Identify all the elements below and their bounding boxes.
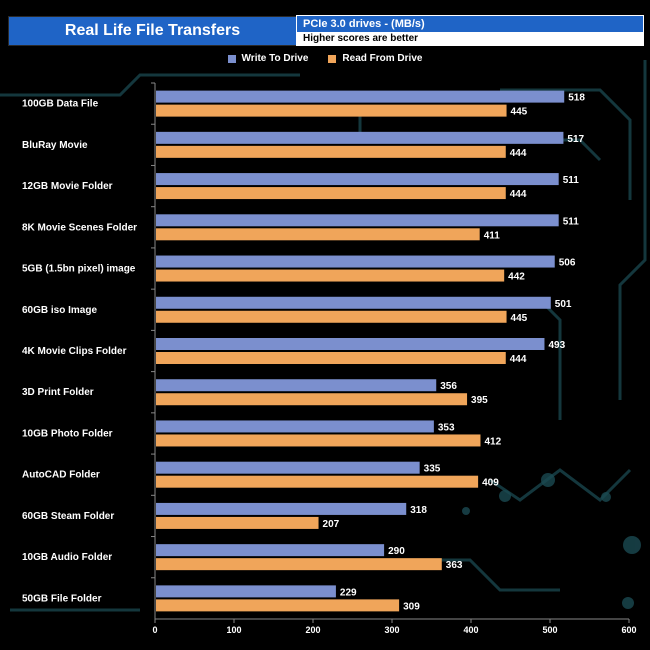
bar-write: [156, 90, 565, 103]
x-tick-label: 500: [542, 625, 557, 635]
chart-title: Real Life File Transfers: [8, 16, 297, 46]
bar-read: [156, 475, 479, 488]
data-label: 309: [403, 601, 420, 612]
data-label: 444: [510, 148, 527, 159]
legend-label-write: Write To Drive: [241, 53, 309, 64]
subtitle-box: PCIe 3.0 drives - (MB/s) Higher scores a…: [296, 15, 644, 46]
bar-write: [156, 585, 336, 598]
data-label: 442: [508, 272, 525, 283]
legend-swatch-write: [227, 54, 236, 63]
category-label: 100GB Data File: [22, 99, 99, 110]
x-tick-label: 600: [621, 625, 636, 635]
data-label: 409: [482, 478, 499, 489]
bar-write: [156, 379, 437, 392]
data-label: 511: [563, 175, 580, 186]
data-label: 501: [555, 299, 572, 310]
category-label: 10GB Photo Folder: [22, 428, 113, 439]
data-label: 412: [484, 436, 501, 447]
data-label: 444: [510, 189, 527, 200]
bar-read: [156, 558, 442, 571]
legend: Write To Drive Read From Drive: [0, 53, 650, 64]
bar-read: [156, 310, 507, 323]
data-label: 517: [567, 134, 584, 145]
bar-read: [156, 145, 506, 158]
data-label: 395: [471, 395, 488, 406]
bar-write: [156, 173, 559, 186]
data-label: 511: [563, 216, 580, 227]
bar-read: [156, 187, 506, 200]
data-label: 318: [410, 505, 427, 516]
data-label: 335: [424, 464, 441, 475]
bar-read: [156, 269, 505, 282]
x-tick-label: 200: [305, 625, 320, 635]
data-label: 207: [323, 519, 340, 530]
data-label: 363: [446, 560, 463, 571]
data-label: 506: [559, 258, 576, 269]
bar-write: [156, 420, 434, 433]
x-tick-label: 400: [463, 625, 478, 635]
data-label: 445: [511, 107, 528, 118]
data-label: 356: [440, 381, 457, 392]
bar-write: [156, 255, 555, 268]
data-label: 411: [484, 230, 501, 241]
x-tick-label: 0: [152, 625, 157, 635]
data-label: 290: [388, 546, 405, 557]
bar-read: [156, 228, 480, 241]
chart-note: Higher scores are better: [297, 32, 643, 45]
bar-read: [156, 352, 506, 364]
data-label: 445: [511, 313, 528, 324]
bar-write: [156, 338, 545, 350]
data-label: 493: [548, 340, 565, 351]
data-label: 353: [438, 422, 455, 433]
data-label: 518: [568, 93, 585, 104]
legend-item-read: Read From Drive: [328, 53, 422, 64]
bar-read: [156, 516, 319, 529]
category-label: BluRay Movie: [22, 140, 88, 151]
category-label: 12GB Movie Folder: [22, 181, 113, 192]
bar-write: [156, 296, 551, 309]
bar-read: [156, 434, 481, 447]
bar-read: [156, 104, 507, 117]
category-label: 8K Movie Scenes Folder: [22, 222, 137, 233]
data-label: 444: [510, 354, 527, 365]
category-label: 50GB File Folder: [22, 593, 102, 604]
data-label: 229: [340, 587, 357, 598]
legend-item-write: Write To Drive: [227, 53, 309, 64]
legend-swatch-read: [328, 54, 337, 63]
legend-label-read: Read From Drive: [342, 53, 423, 64]
bar-write: [156, 461, 420, 474]
category-label: 3D Print Folder: [22, 387, 94, 398]
category-label: 60GB Steam Folder: [22, 511, 114, 522]
x-tick-label: 100: [226, 625, 241, 635]
bar-read: [156, 599, 400, 612]
category-label: 60GB iso Image: [22, 305, 97, 316]
bar-read: [156, 393, 468, 406]
bar-write: [156, 544, 385, 557]
category-label: AutoCAD Folder: [22, 470, 100, 481]
chart-subtitle: PCIe 3.0 drives - (MB/s): [297, 16, 643, 32]
category-label: 4K Movie Clips Folder: [22, 346, 127, 357]
category-label: 10GB Audio Folder: [22, 552, 112, 563]
bar-write: [156, 131, 564, 144]
category-label: 5GB (1.5bn pixel) image: [22, 264, 136, 275]
bar-write: [156, 214, 559, 227]
bar-write: [156, 502, 407, 515]
x-tick-label: 300: [384, 625, 399, 635]
